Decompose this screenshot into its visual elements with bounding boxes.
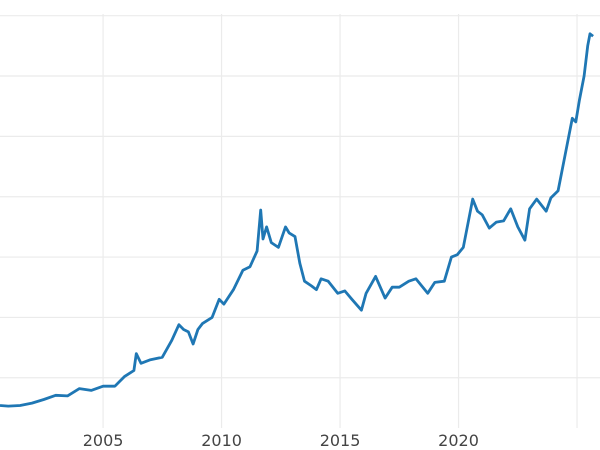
series-line — [0, 32, 594, 408]
grid — [0, 14, 600, 428]
x-tick-label-2005: 2005 — [83, 431, 124, 450]
series-group — [0, 32, 594, 408]
x-tick-label-2015: 2015 — [320, 431, 361, 450]
x-tick-label-2020: 2020 — [438, 431, 479, 450]
x-tick-label-2010: 2010 — [201, 431, 242, 450]
x-axis-tick-labels: 2005 2010 2015 2020 — [83, 431, 479, 450]
